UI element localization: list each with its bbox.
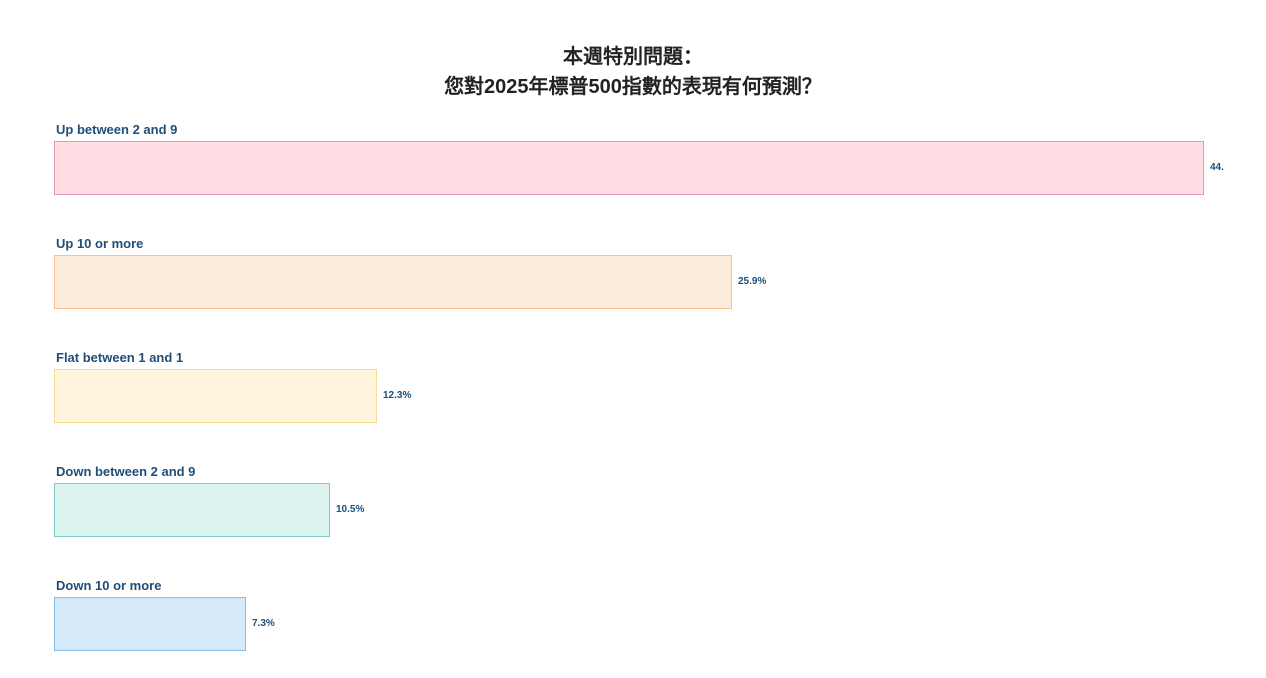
bar: [54, 369, 377, 423]
chart-title: 本週特別問題： 您對2025年標普500指數的表現有何預測？: [0, 42, 1266, 102]
chart-title-line-1: 本週特別問題：: [563, 46, 703, 68]
category-label: Up 10 or more: [56, 236, 144, 251]
bar: [54, 597, 246, 651]
bar: [54, 483, 330, 537]
bar: [54, 255, 732, 309]
category-label: Down 10 or more: [56, 578, 162, 593]
category-label: Down between 2 and 9: [56, 464, 196, 479]
data-label: 7.3%: [252, 618, 275, 629]
category-label: Flat between 1 and 1: [56, 350, 184, 365]
data-label: 10.5%: [336, 504, 365, 515]
category-label: Up between 2 and 9: [56, 122, 178, 137]
bar: [54, 141, 1204, 195]
data-label: 44.: [1210, 162, 1224, 173]
data-label: 25.9%: [738, 276, 767, 287]
data-label: 12.3%: [383, 390, 412, 401]
chart-title-line-2: 您對2025年標普500指數的表現有何預測？: [444, 76, 822, 98]
